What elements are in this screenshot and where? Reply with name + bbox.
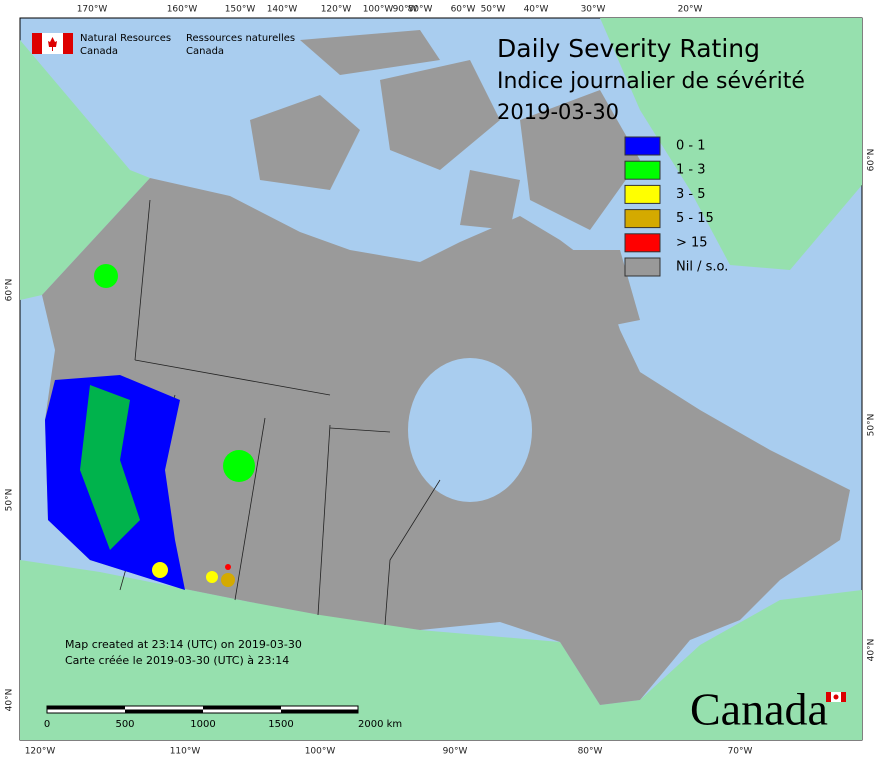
longitude-label: 90°W [443,747,468,757]
longitude-label: 120°W [25,747,56,757]
legend-swatch [624,184,661,204]
longitude-label: 140°W [267,5,298,15]
legend-label: 5 - 15 [676,211,714,226]
legend-swatch [624,136,661,156]
longitude-label: 30°W [581,5,606,15]
longitude-label: 50°W [481,5,506,15]
legend-swatch [624,257,661,277]
department-en: Natural Resources [80,33,171,44]
legend-label: 3 - 5 [676,187,706,202]
note: Carte créée le 2019-03-30 (UTC) à 23:14 [65,654,289,667]
scale-bar: 0 500 1000 1500 2000 km [44,705,402,730]
longitude-label: 80°W [408,5,433,15]
latitude-label: 40°N [867,639,877,662]
title-date: 2019-03-30 [497,100,619,124]
legend-swatch [624,160,661,180]
legend-label: 1 - 3 [676,163,706,178]
title: Daily Severity Rating [497,34,760,63]
longitude-label: 160°W [167,5,198,15]
latitude-label: 60°N [867,149,877,172]
department-fr: Canada [186,46,224,57]
longitude-label: 170°W [77,5,108,15]
department-fr: Ressources naturelles [186,33,295,44]
logo: Natural Resources Canada Ressources natu… [32,33,295,57]
department-en: Canada [80,46,118,57]
longitude-label: 40°W [524,5,549,15]
longitude-label: 70°W [728,747,753,757]
longitude-label: 60°W [451,5,476,15]
longitude-label: 120°W [321,5,352,15]
longitude-label: 20°W [678,5,703,15]
scale-label: 1500 [268,719,293,730]
longitude-label: 100°W [363,5,394,15]
legend-swatch [624,233,661,253]
longitude-label: 110°W [170,747,201,757]
latitude-label: 50°N [5,489,15,512]
scale-label: 1000 [190,719,215,730]
note: Map created at 23:14 (UTC) on 2019-03-30 [65,638,302,651]
scale-label: 500 [115,719,134,730]
latitude-label: 60°N [5,279,15,302]
map-frame [19,17,863,741]
wordmark: Canada [690,684,846,735]
title: Indice journalier de sévérité [497,69,805,94]
scale-label: 2000 km [358,719,402,730]
legend: 0 - 1 1 - 3 3 - 5 5 - 15 > 15 Nil / s.o. [624,136,728,277]
scale-label: 0 [44,719,50,730]
legend-label: 0 - 1 [676,139,706,154]
canada-wordmark: Canada [690,684,828,735]
longitude-label: 80°W [578,747,603,757]
latitude-label: 40°N [5,689,15,712]
longitude-label: 90°W [393,5,418,15]
latitude-label: 50°N [867,414,877,437]
legend-label: Nil / s.o. [676,260,728,275]
legend-label: > 15 [676,235,708,250]
longitude-label: 100°W [305,747,336,757]
longitude-label: 150°W [225,5,256,15]
legend-swatch [624,209,661,229]
graticule: 170°W 160°W 150°W 140°W 120°W 100°W 90°W80°W 60… [5,5,877,757]
